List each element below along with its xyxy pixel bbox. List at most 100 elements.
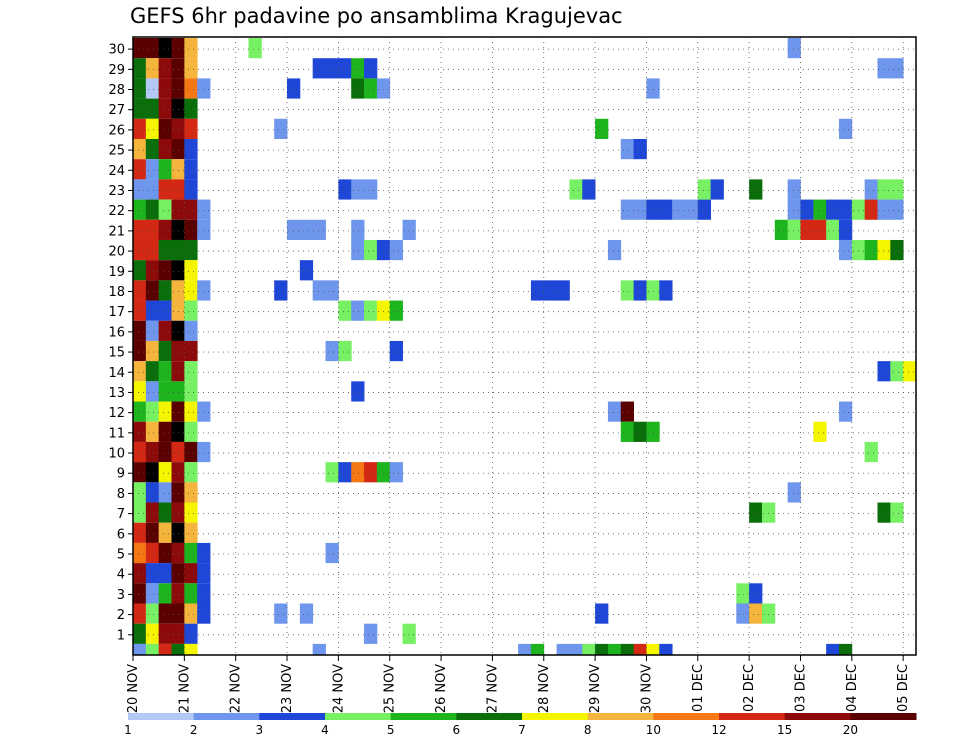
heatmap-cell — [133, 401, 147, 422]
heatmap-cell — [389, 300, 403, 321]
heatmap-cell — [171, 643, 185, 655]
heatmap-cell — [197, 441, 211, 463]
heatmap-cell — [184, 401, 198, 422]
heatmap-cell — [351, 58, 365, 79]
heatmap-cell — [145, 542, 160, 564]
heatmap-cell — [158, 138, 172, 160]
heatmap-cell — [145, 623, 160, 644]
y-tick-label: 27 — [108, 103, 125, 118]
heatmap-cell — [145, 159, 160, 180]
heatmap-cell — [864, 239, 878, 261]
heatmap-cell — [800, 199, 814, 220]
x-tick-label: 26 NOV — [434, 664, 449, 713]
heatmap-cell — [133, 98, 147, 119]
x-axis: 20 NOV 21 NOV 22 NOV 23 NOV 24 NOV 25 NOV 26 N… — [126, 655, 911, 713]
heatmap-cell — [736, 603, 750, 624]
heatmap-cell — [787, 179, 801, 200]
heatmap-cell — [620, 280, 635, 301]
colorbar-label: 15 — [777, 723, 792, 737]
y-tick-label: 25 — [108, 144, 125, 159]
heatmap-cell — [158, 58, 172, 79]
y-tick-label: 4 — [117, 568, 125, 583]
heatmap-cell — [787, 199, 801, 220]
heatmap-cell — [133, 260, 147, 281]
heatmap-cell — [133, 522, 147, 543]
heatmap-cell — [633, 643, 647, 655]
heatmap-cell — [133, 421, 147, 442]
heatmap-cell — [402, 623, 416, 644]
heatmap-cell — [158, 320, 172, 341]
colorbar-swatch — [850, 713, 917, 720]
heatmap-cell — [697, 179, 712, 200]
y-tick-label: 7 — [117, 507, 125, 522]
heatmap-cell — [787, 482, 801, 503]
y-tick-label: 10 — [108, 447, 125, 462]
heatmap-cell — [197, 563, 211, 584]
colorbar-label: 12 — [711, 723, 726, 737]
heatmap-cell — [171, 58, 185, 79]
heatmap-cell — [184, 138, 198, 160]
heatmap-cell — [158, 502, 172, 523]
heatmap-cell — [620, 138, 635, 160]
x-tick-label: 28 NOV — [537, 664, 552, 713]
heatmap-cell — [133, 583, 147, 604]
heatmap-cell — [145, 643, 160, 655]
y-tick-label: 5 — [117, 548, 125, 563]
heatmap-cell — [646, 199, 660, 220]
colorbar-swatch — [193, 713, 260, 720]
heatmap-cell — [158, 482, 172, 503]
heatmap-cell — [646, 421, 660, 442]
heatmap-cell — [569, 179, 583, 200]
heatmap-cell — [145, 603, 160, 624]
y-tick-label: 29 — [108, 63, 125, 78]
heatmap-cell — [364, 179, 378, 200]
heatmap-cell — [197, 603, 211, 624]
heatmap-cell — [376, 300, 391, 321]
heatmap-cell — [697, 199, 712, 220]
heatmap-cell — [736, 583, 750, 604]
colorbar-swatch — [522, 713, 589, 720]
heatmap-cell — [197, 280, 211, 301]
heatmap-cell — [838, 199, 853, 220]
heatmap-cell — [171, 179, 185, 200]
heatmap-cell — [145, 381, 160, 402]
heatmap-cell — [171, 502, 185, 523]
heatmap-cell — [171, 38, 185, 59]
colorbar-swatch — [587, 713, 654, 720]
heatmap-cell — [133, 482, 147, 503]
heatmap-cell — [761, 502, 776, 523]
heatmap-cell — [145, 340, 160, 362]
heatmap-cell — [171, 361, 185, 382]
heatmap-cell — [133, 441, 147, 463]
heatmap-cell — [184, 239, 198, 261]
heatmap-cell — [710, 179, 724, 200]
heatmap-cell — [877, 179, 891, 200]
heatmap-cell — [158, 522, 172, 543]
heatmap-cell — [364, 78, 378, 99]
heatmap-cell — [838, 118, 853, 139]
colorbar-label: 7 — [518, 723, 526, 737]
heatmap-cell — [133, 623, 147, 644]
heatmap-cell — [184, 361, 198, 382]
heatmap-cell — [890, 239, 904, 261]
colorbar: 1 2 3 4 5 6 7 8 10 12 15 20 — [124, 713, 917, 737]
heatmap-cell — [184, 219, 198, 240]
heatmap-cell — [620, 199, 635, 220]
colorbar-swatch — [653, 713, 720, 720]
heatmap-cell — [620, 643, 635, 655]
heatmap-cell — [813, 199, 827, 220]
heatmap-cell — [749, 502, 763, 523]
heatmap-cell — [877, 58, 891, 79]
heatmap-cell — [145, 239, 160, 261]
heatmap-cell — [364, 239, 378, 261]
heatmap-cell — [133, 38, 147, 59]
x-tick-label: 20 NOV — [126, 664, 141, 713]
colorbar-swatch — [390, 713, 457, 720]
heatmap-cell — [325, 340, 339, 362]
heatmap-cell — [145, 138, 160, 160]
x-tick-label: 05 DEC — [896, 664, 911, 712]
heatmap-cell — [184, 78, 198, 99]
x-tick-label: 24 NOV — [331, 664, 346, 713]
heatmap-cell — [145, 179, 160, 200]
